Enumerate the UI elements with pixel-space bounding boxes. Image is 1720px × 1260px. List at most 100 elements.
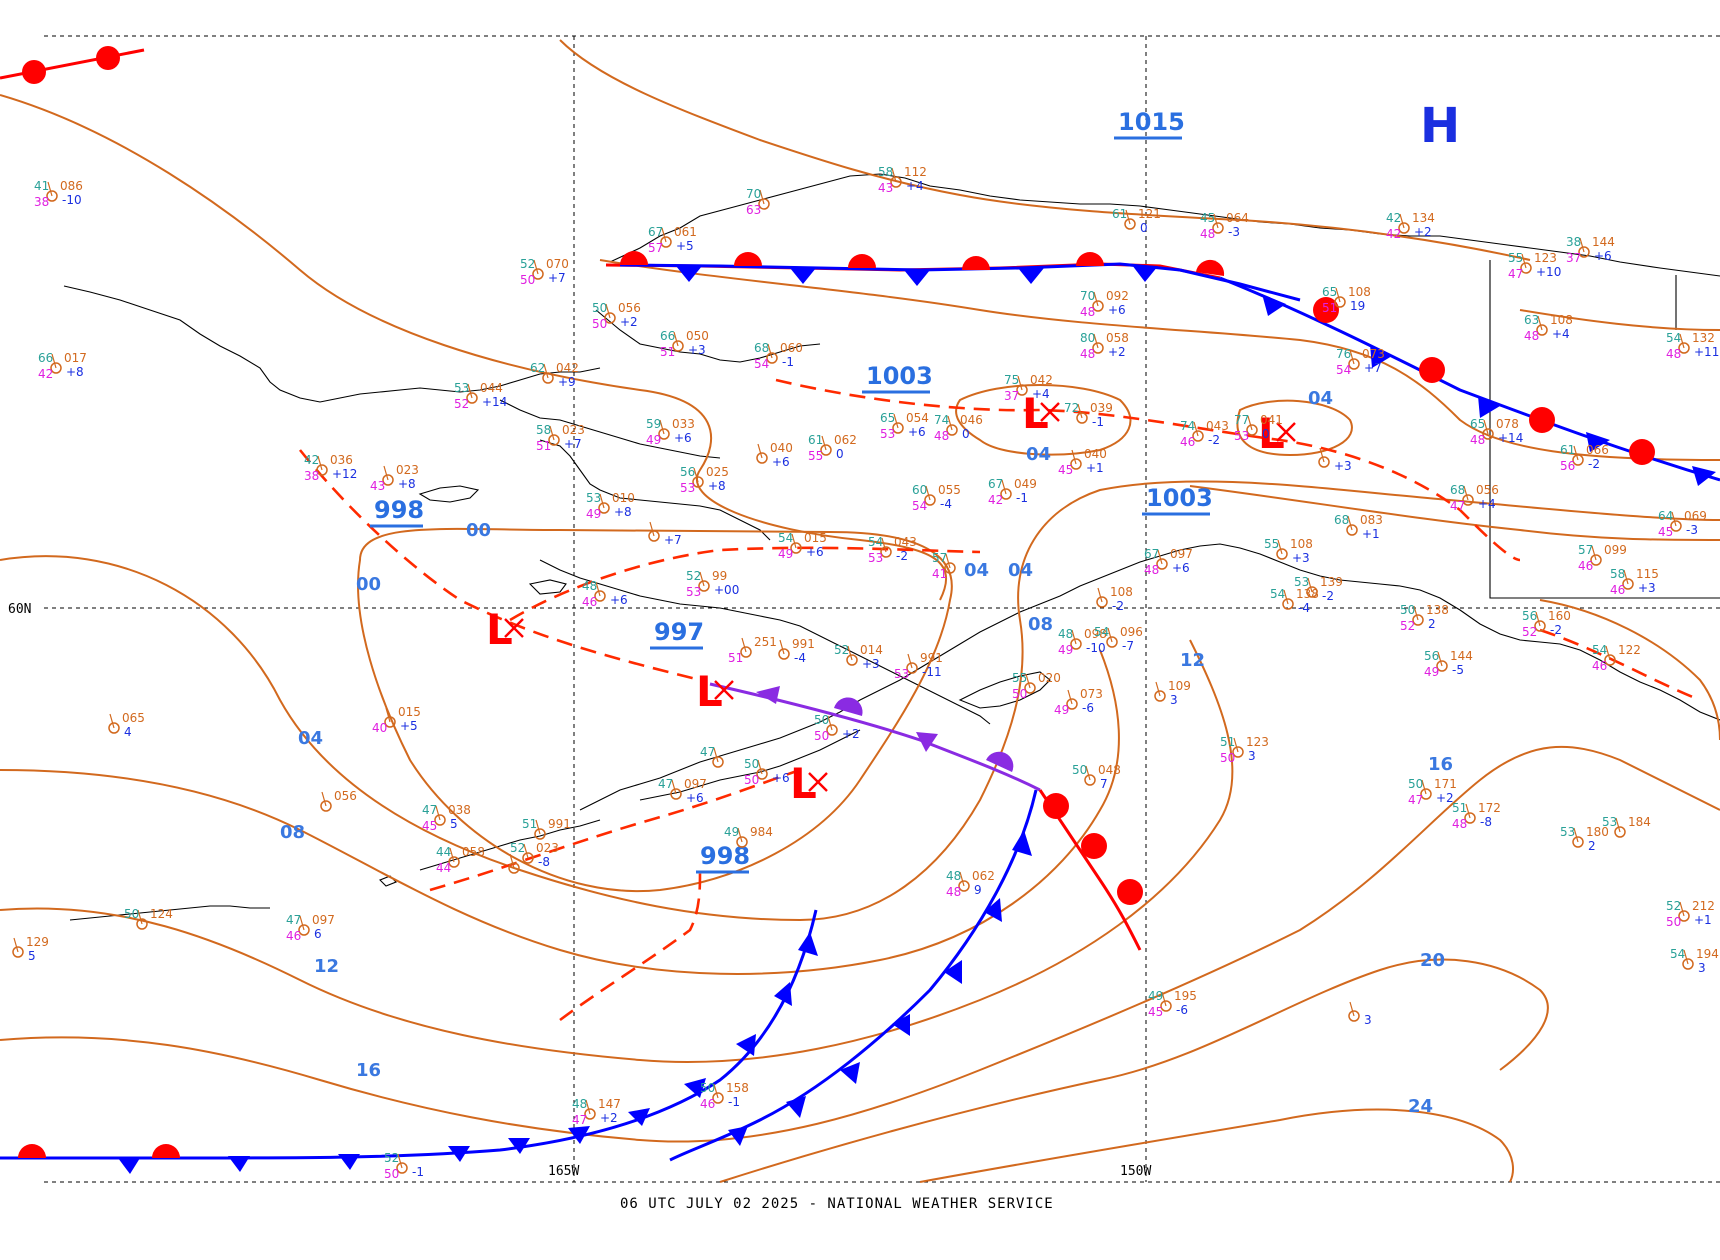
station-plot: 55 123 47 +10 bbox=[1508, 251, 1561, 281]
station-pressure: 991 bbox=[920, 651, 943, 665]
wind-barb bbox=[1125, 209, 1131, 225]
wind-barb bbox=[893, 413, 899, 429]
station-pressure-tendency: -4 bbox=[1298, 601, 1310, 615]
isobar-closed-00 bbox=[357, 527, 953, 893]
station-pressure-tendency: +4 bbox=[906, 179, 924, 193]
station-circle bbox=[594, 590, 606, 602]
station-pressure-tendency: -2 bbox=[1322, 589, 1334, 603]
station-plot: 54 096-7 bbox=[1094, 625, 1143, 653]
station-dewpoint: 38 bbox=[34, 195, 49, 209]
station-plot: 66 017 42 +8 bbox=[38, 351, 87, 381]
station-pressure: 097 bbox=[312, 913, 335, 927]
station-pressure-tendency: +1 bbox=[1362, 527, 1380, 541]
graticule: 60N 165W 150W bbox=[8, 36, 1720, 1182]
wind-barb bbox=[605, 303, 611, 319]
station-circle bbox=[1534, 620, 1546, 632]
station-dewpoint: 38 bbox=[304, 469, 319, 483]
station-temperature: 51 bbox=[522, 817, 537, 831]
low-pressure-symbol: L bbox=[696, 667, 723, 716]
wind-barb bbox=[549, 425, 555, 441]
station-plot: 56 160 52 -2 bbox=[1522, 609, 1571, 639]
station-pressure: 086 bbox=[60, 179, 83, 193]
station-dewpoint: 50 bbox=[592, 317, 607, 331]
station-dewpoint: 48 bbox=[1666, 347, 1681, 361]
station-circle bbox=[1622, 578, 1634, 590]
station-temperature: 80 bbox=[1080, 331, 1095, 345]
wind-barb bbox=[1067, 689, 1073, 705]
station-circle bbox=[1232, 746, 1244, 758]
station-pressure: 123 bbox=[1534, 251, 1557, 265]
station-pressure-tendency: +7 bbox=[548, 271, 566, 285]
station-plot: +3 bbox=[1318, 447, 1352, 473]
station-pressure-tendency: 2 bbox=[1428, 617, 1436, 631]
station-circle bbox=[448, 856, 460, 868]
station-pressure: 115 bbox=[1636, 567, 1659, 581]
station-dewpoint: 50 bbox=[1220, 751, 1235, 765]
station-pressure-tendency: +1 bbox=[1086, 461, 1104, 475]
station-dewpoint: 45 bbox=[1148, 1005, 1163, 1019]
station-circle bbox=[1106, 636, 1118, 648]
wind-barb bbox=[757, 759, 763, 775]
station-pressure: 025 bbox=[706, 465, 729, 479]
isobar-label: 04 bbox=[964, 560, 989, 581]
wind-barb bbox=[1071, 449, 1077, 465]
station-temperature: 58 bbox=[1610, 567, 1625, 581]
station-plot: 68 060 54 -1 bbox=[754, 341, 803, 371]
station-pressure: 108 bbox=[1550, 313, 1573, 327]
station-circle bbox=[1276, 548, 1288, 560]
isobar-label: 08 bbox=[280, 822, 305, 843]
station-circle bbox=[382, 474, 394, 486]
station-circle bbox=[1092, 342, 1104, 354]
trough-south-west bbox=[429, 768, 801, 892]
station-pressure-tendency: 3 bbox=[1698, 961, 1706, 975]
station-dewpoint: 48 bbox=[1080, 305, 1095, 319]
trough-east bbox=[1539, 628, 1701, 702]
station-circle bbox=[906, 662, 918, 674]
wind-barb bbox=[827, 715, 833, 731]
station-circle bbox=[136, 918, 148, 930]
wind-barb bbox=[847, 645, 853, 661]
station-temperature: 63 bbox=[1524, 313, 1539, 327]
station-temperature: 47 bbox=[658, 777, 673, 791]
station-pressure: 015 bbox=[804, 531, 827, 545]
station-plot: 52 070 50 +7 bbox=[520, 257, 569, 287]
isobars bbox=[0, 39, 1720, 1183]
aleutian-west bbox=[69, 905, 270, 921]
station-circle bbox=[1318, 456, 1330, 468]
station-plot: 42 134 42 +2 bbox=[1386, 211, 1435, 241]
station-plot: 57 099 46 bbox=[1578, 543, 1627, 573]
troughs bbox=[298, 378, 1701, 1022]
station-plot: 58 115 46 +3 bbox=[1610, 567, 1659, 597]
station-pressure: 991 bbox=[792, 637, 815, 651]
station-circle bbox=[1070, 458, 1082, 470]
wind-barb bbox=[1679, 333, 1685, 349]
station-plot: 41 086 38 -10 bbox=[34, 179, 83, 209]
station-pressure-tendency: -11 bbox=[922, 665, 942, 679]
cold-front-inner-barbs bbox=[728, 830, 1032, 1146]
station-pressure: 056 bbox=[334, 789, 357, 803]
station-plot: 3 bbox=[1348, 1001, 1372, 1027]
station-pressure-tendency: -2 bbox=[1550, 623, 1562, 637]
wind-barb bbox=[317, 455, 323, 471]
station-circle bbox=[790, 542, 802, 554]
map-footer: 06 UTC JULY 02 2025 - NATIONAL WEATHER S… bbox=[620, 1196, 1054, 1212]
isobar-east-loop bbox=[1539, 599, 1720, 741]
station-pressure-tendency: +5 bbox=[400, 719, 418, 733]
station-pressure-tendency: 3 bbox=[1364, 1013, 1372, 1027]
station-circle bbox=[670, 788, 682, 800]
station-dewpoint: 44 bbox=[436, 861, 451, 875]
wind-barb bbox=[1085, 765, 1091, 781]
station-circle bbox=[648, 530, 660, 542]
station-temperature: 54 bbox=[1666, 331, 1681, 345]
wind-barb bbox=[1349, 1001, 1355, 1017]
station-dewpoint: 46 bbox=[1610, 583, 1625, 597]
station-plot: 52 50 -1 bbox=[384, 1151, 424, 1181]
station-circle bbox=[1348, 1010, 1360, 1022]
station-temperature: 38 bbox=[1566, 235, 1581, 249]
station-pressure: 121 bbox=[1138, 207, 1161, 221]
station-plot: 68 056 47 +4 bbox=[1450, 483, 1499, 513]
station-circle bbox=[1282, 598, 1294, 610]
station-temperature: 52 bbox=[1666, 899, 1681, 913]
station-pressure: 017 bbox=[64, 351, 87, 365]
wind-barb bbox=[51, 353, 57, 369]
